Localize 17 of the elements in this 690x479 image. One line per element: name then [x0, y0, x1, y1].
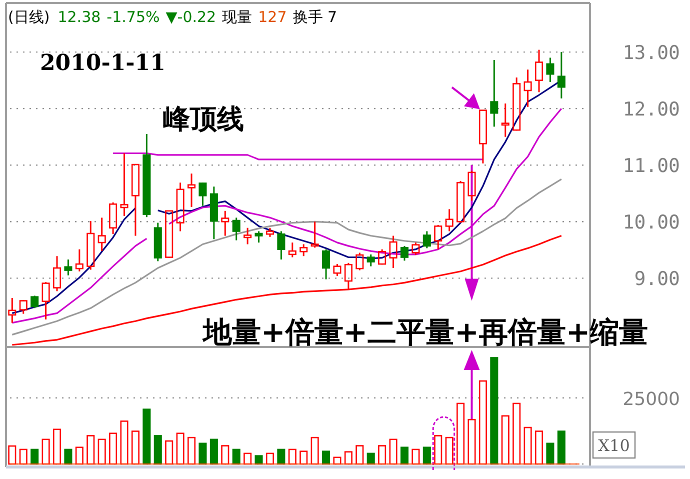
y-tick-label: 9.00	[634, 268, 680, 290]
y-tick-label: 12.00	[622, 98, 680, 121]
y-tick-label: 13.00	[622, 42, 680, 64]
annotation: 地量+倍量+二平量+再倍量+缩量	[201, 315, 648, 349]
y-tick-label: 25000	[622, 388, 680, 410]
annotation: 峰顶线	[163, 104, 244, 135]
chart-title: (日线)	[8, 8, 50, 26]
y-tick-label: 10.00	[622, 212, 680, 234]
annotation: 12.38	[58, 8, 101, 26]
annotation: -1.75%	[106, 8, 160, 26]
annotation: ▼-0.22	[166, 8, 216, 26]
annotation: 2010-1-11	[40, 50, 166, 76]
annotation: 换手 7	[292, 8, 338, 26]
annotation: 现量	[222, 8, 252, 26]
y-tick-label: 11.00	[622, 155, 680, 178]
text: X10	[598, 436, 630, 455]
annotation: 127	[258, 8, 287, 26]
